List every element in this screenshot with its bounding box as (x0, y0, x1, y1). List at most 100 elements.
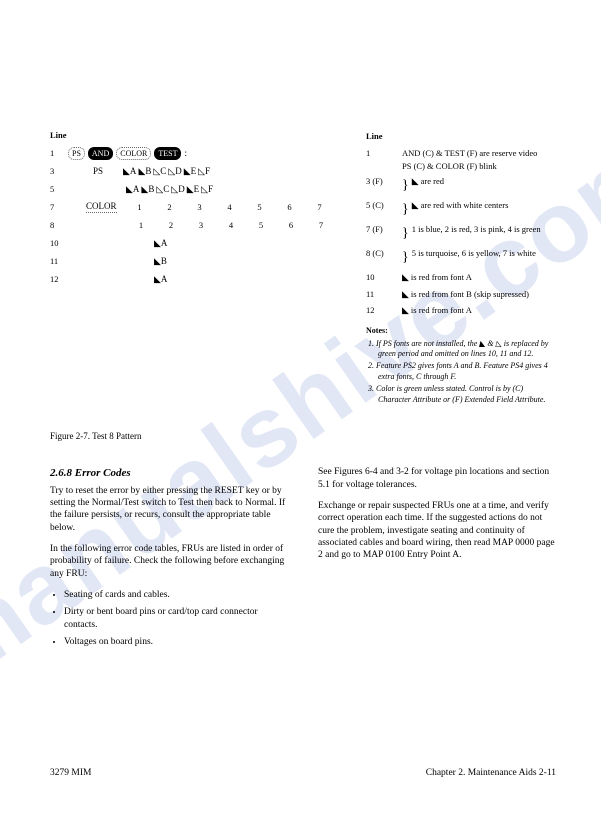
line-no: 1 (50, 148, 68, 158)
pattern-row-11: 11 ◣B (50, 252, 336, 270)
desc-text: 1 is blue, 2 is red, 3 is pink, 4 is gre… (412, 223, 541, 244)
page-footer: 3279 MIM Chapter 2. Maintenance Aids 2-1… (50, 768, 556, 778)
tri-e: ◣E (187, 184, 199, 195)
pattern-row-12: 12 ◣A (50, 270, 336, 288)
n: 6 (275, 202, 305, 212)
line-no: 12 (366, 304, 402, 318)
page-content: Line 1 PS AND COLOR TEST : 3 PS ◣A ◣B ◺C… (50, 130, 556, 653)
pattern-row-7: 7 COLOR 1 2 3 4 5 6 7 (50, 198, 336, 216)
test-pattern-block: Line 1 PS AND COLOR TEST : 3 PS ◣A ◣B ◺C… (50, 130, 556, 406)
desc-text: is red from font B (skip supressed) (411, 288, 529, 302)
tri-icon: ◣ (402, 304, 409, 318)
badge-ps: PS (68, 147, 85, 160)
n: 3 (185, 202, 215, 212)
brace-icon: } (402, 247, 409, 268)
bullet-1: Seating of cards and cables. (64, 589, 288, 601)
line-no: 12 (50, 274, 68, 284)
line-no: 11 (50, 256, 68, 266)
notes-block: Notes: 1. If PS fonts are not installed,… (366, 326, 556, 406)
n: 7 (305, 202, 335, 212)
n: 4 (216, 220, 246, 230)
tri-b: ◣B (138, 166, 151, 177)
line-header-left: Line (50, 130, 336, 140)
n: 5 (246, 220, 276, 230)
para-right-1: See Figures 6-4 and 3-2 for voltage pin … (318, 466, 556, 491)
line-no: 5 (C) (366, 199, 402, 220)
n: 5 (245, 202, 275, 212)
note-1: 1. If PS fonts are not installed, the ◣ … (366, 339, 556, 361)
pattern-row-8: 8 1 2 3 4 5 6 7 (50, 216, 336, 234)
desc-text: AND (C) & TEST (F) are reserve video PS … (402, 147, 537, 173)
tri-d: ◺D (168, 166, 181, 177)
label-ps: PS (93, 166, 103, 176)
tri-a: ◣A (123, 166, 136, 177)
note-2: 2. Feature PS2 gives fonts A and B. Feat… (366, 361, 556, 383)
tri-f: ◺F (201, 184, 213, 195)
left-column: 2.6.8 Error Codes Try to reset the error… (50, 466, 288, 653)
tri-d: ◺D (171, 184, 184, 195)
brace-icon: } (402, 175, 409, 196)
n: 1 (126, 220, 156, 230)
tri-icon: ◣ (412, 175, 419, 196)
n: 6 (276, 220, 306, 230)
desc-text: are red with white centers (421, 199, 509, 220)
bullet-2: Dirty or bent board pins or card/top car… (64, 606, 288, 631)
pattern-left: Line 1 PS AND COLOR TEST : 3 PS ◣A ◣B ◺C… (50, 130, 336, 406)
brace-icon: } (402, 199, 409, 220)
tri-icon: ◣ (412, 199, 419, 220)
desc-text: are red (421, 175, 444, 196)
line-no: 10 (50, 238, 68, 248)
badge-color: COLOR (116, 147, 151, 160)
desc-row-10: 10 ◣ is red from font A (366, 271, 556, 285)
tri-icon: ◣ (402, 271, 409, 285)
footer-right: Chapter 2. Maintenance Aids 2-11 (426, 768, 556, 778)
tri-a: ◣A (154, 238, 167, 249)
tri-b: ◣B (154, 256, 167, 267)
desc-text: is red from font A (411, 271, 472, 285)
line-no: 10 (366, 271, 402, 285)
tri-c: ◺C (153, 166, 166, 177)
line-no: 8 (C) (366, 247, 402, 268)
right-column: See Figures 6-4 and 3-2 for voltage pin … (318, 466, 556, 653)
line-no: 3 (50, 166, 68, 176)
note-3: 3. Color is green unless stated. Control… (366, 384, 556, 406)
bullet-list: Seating of cards and cables. Dirty or be… (50, 589, 288, 648)
n: 1 (125, 202, 155, 212)
section-heading: 2.6.8 Error Codes (50, 466, 288, 480)
pattern-row-3: 3 PS ◣A ◣B ◺C ◺D ◣E ◺F (50, 162, 336, 180)
line-no: 7 (F) (366, 223, 402, 244)
pattern-row-1: 1 PS AND COLOR TEST : (50, 144, 336, 162)
desc-row-7: 7 (F) } 1 is blue, 2 is red, 3 is pink, … (366, 223, 556, 244)
desc-text: is red from font A (411, 304, 472, 318)
desc-row-11: 11 ◣ is red from font B (skip supressed) (366, 288, 556, 302)
tri-a: ◣A (126, 184, 139, 195)
pattern-right: Line 1 AND (C) & TEST (F) are reserve vi… (366, 130, 556, 406)
badge-test: TEST (154, 147, 181, 160)
n: 4 (215, 202, 245, 212)
body-columns: 2.6.8 Error Codes Try to reset the error… (50, 466, 556, 653)
line-no: 7 (50, 202, 68, 212)
pattern-row-10: 10 ◣A (50, 234, 336, 252)
line-no: 11 (366, 288, 402, 302)
para-right-2: Exchange or repair suspected FRUs one at… (318, 500, 556, 562)
desc-text: 5 is turquoise, 6 is yellow, 7 is white (412, 247, 536, 268)
line-no: 3 (F) (366, 175, 402, 196)
line-no: 5 (50, 184, 68, 194)
para-left-1: Try to reset the error by either pressin… (50, 485, 288, 534)
tri-f: ◺F (198, 166, 210, 177)
desc-row-1: 1 AND (C) & TEST (F) are reserve video P… (366, 147, 556, 173)
desc-row-12: 12 ◣ is red from font A (366, 304, 556, 318)
tri-e: ◣E (184, 166, 196, 177)
notes-heading: Notes: (366, 326, 556, 337)
desc-row-8: 8 (C) } 5 is turquoise, 6 is yellow, 7 i… (366, 247, 556, 268)
line-no: 8 (50, 220, 68, 230)
tri-icon: ◣ (402, 288, 409, 302)
tri-b: ◣B (141, 184, 154, 195)
brace-icon: } (402, 223, 409, 244)
pattern-row-5: 5 ◣A ◣B ◺C ◺D ◣E ◺F (50, 180, 336, 198)
tri-c: ◺C (156, 184, 169, 195)
badge-and: AND (88, 147, 113, 160)
bullet-3: Voltages on board pins. (64, 636, 288, 648)
colon: : (184, 148, 187, 158)
n: 2 (155, 202, 185, 212)
